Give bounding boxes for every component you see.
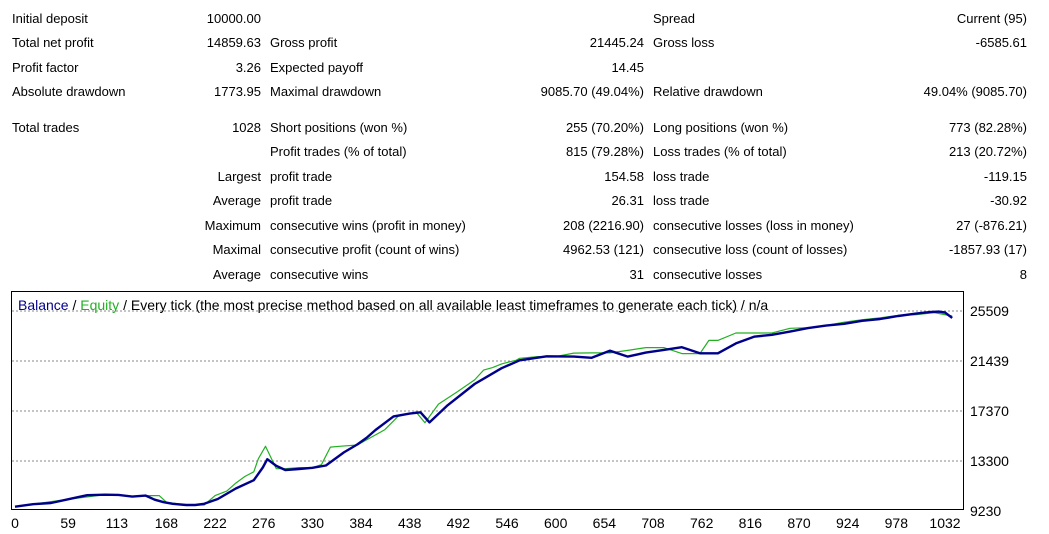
total-net-profit-label: Total net profit (12, 35, 94, 50)
maximum-prefix: Maximum (204, 218, 261, 233)
largest-profit-trade-value: 154.58 (604, 169, 644, 184)
equity-line (14, 312, 953, 508)
maximal-drawdown-label: Maximal drawdown (270, 84, 382, 99)
average-profit-trade-value: 26.31 (611, 193, 644, 208)
absolute-drawdown-value: 1773.95 (214, 84, 261, 99)
largest-loss-trade-label: loss trade (653, 169, 710, 184)
chart-caption: Balance / Equity / Every tick (the most … (18, 296, 768, 314)
average-consecutive-wins-label: consecutive wins (270, 267, 369, 282)
average-loss-trade-label: loss trade (653, 193, 710, 208)
caption-equity: Equity (80, 297, 120, 313)
x-tick-label: 654 (592, 515, 617, 531)
x-tick-label: 222 (203, 515, 227, 531)
x-tick-label: 492 (446, 515, 471, 531)
loss-trades-label: Loss trades (% of total) (653, 144, 787, 159)
total-trades-label: Total trades (12, 120, 80, 135)
initial-deposit-value: 10000.00 (206, 11, 261, 26)
max-consecutive-wins-label: consecutive wins (profit in money) (270, 218, 466, 233)
maximal-consecutive-loss-value: -1857.93 (17) (948, 242, 1027, 257)
largest-profit-trade-label: profit trade (270, 169, 333, 184)
absolute-drawdown-label: Absolute drawdown (12, 84, 126, 99)
y-tick-label: 25509 (970, 303, 1009, 319)
y-tick-label: 9230 (970, 503, 1002, 519)
relative-drawdown-label: Relative drawdown (653, 84, 763, 99)
spread-label: Spread (653, 11, 695, 26)
short-positions-label: Short positions (won %) (270, 120, 408, 135)
max-consecutive-losses-value: 27 (-876.21) (956, 218, 1027, 233)
gross-loss-value: -6585.61 (975, 35, 1027, 50)
average-loss-trade-value: -30.92 (990, 193, 1027, 208)
x-tick-label: 924 (835, 515, 860, 531)
profit-factor-label: Profit factor (12, 60, 79, 75)
initial-deposit-label: Initial deposit (12, 11, 88, 26)
largest-prefix: Largest (217, 169, 261, 184)
x-tick-label: 384 (349, 515, 373, 531)
average-consecutive-losses-value: 8 (1019, 267, 1027, 282)
largest-loss-trade-value: -119.15 (983, 169, 1027, 184)
long-positions-label: Long positions (won %) (653, 120, 789, 135)
average-profit-trade-label: profit trade (270, 193, 333, 208)
relative-drawdown-value: 49.04% (9085.70) (923, 84, 1027, 99)
maximal-consecutive-profit-value: 4962.53 (121) (563, 242, 644, 257)
spread-value: Current (95) (956, 11, 1027, 26)
x-tick-label: 1032 (929, 515, 961, 531)
loss-trades-value: 213 (20.72%) (948, 144, 1027, 159)
maximal-drawdown-value: 9085.70 (49.04%) (540, 84, 644, 99)
profit-trades-label: Profit trades (% of total) (270, 144, 407, 159)
x-tick-label: 0 (11, 515, 19, 531)
y-tick-label: 21439 (970, 353, 1009, 369)
average-consecutive-prefix: Average (212, 267, 261, 282)
x-tick-label: 168 (154, 515, 179, 531)
y-tick-label: 17370 (970, 402, 1009, 419)
gross-profit-value: 21445.24 (589, 35, 644, 50)
expected-payoff-value: 14.45 (611, 60, 644, 75)
x-tick-label: 762 (689, 515, 714, 531)
average-prefix: Average (212, 193, 261, 208)
expected-payoff-label: Expected payoff (270, 60, 363, 75)
x-tick-label: 330 (300, 515, 325, 531)
x-tick-label: 546 (495, 515, 519, 531)
caption-rest: / Every tick (the most precise method ba… (119, 297, 769, 313)
maximal-prefix: Maximal (212, 242, 261, 257)
maximal-consecutive-loss-label: consecutive loss (count of losses) (653, 242, 848, 257)
x-tick-label: 708 (641, 515, 665, 531)
y-tick-label: 13300 (970, 452, 1009, 469)
gross-loss-label: Gross loss (653, 35, 715, 50)
average-consecutive-wins-value: 31 (629, 267, 644, 282)
x-tick-label: 600 (544, 515, 568, 531)
chart-plot-area (12, 310, 963, 508)
maximal-consecutive-profit-label: consecutive profit (count of wins) (270, 242, 460, 257)
x-tick-label: 438 (398, 515, 422, 531)
x-tick-label: 113 (105, 515, 128, 531)
profit-factor-value: 3.26 (235, 60, 261, 75)
long-positions-value: 773 (82.28%) (948, 120, 1027, 135)
caption-sep: / (68, 297, 81, 313)
max-consecutive-losses-label: consecutive losses (loss in money) (653, 218, 854, 233)
total-net-profit-value: 14859.63 (206, 35, 261, 50)
profit-trades-value: 815 (79.28%) (565, 144, 644, 159)
balance-equity-chart (11, 291, 964, 510)
x-tick-label: 276 (252, 515, 276, 531)
max-consecutive-wins-value: 208 (2216.90) (563, 218, 644, 233)
x-tick-label: 59 (60, 515, 76, 531)
total-trades-value: 1028 (232, 120, 261, 135)
short-positions-value: 255 (70.20%) (565, 120, 644, 135)
average-consecutive-losses-label: consecutive losses (653, 267, 763, 282)
gross-profit-label: Gross profit (270, 35, 338, 50)
x-tick-label: 816 (738, 515, 763, 531)
caption-balance: Balance (18, 297, 69, 313)
x-tick-label: 870 (787, 515, 811, 531)
x-tick-label: 978 (884, 515, 909, 531)
balance-line (14, 310, 953, 508)
